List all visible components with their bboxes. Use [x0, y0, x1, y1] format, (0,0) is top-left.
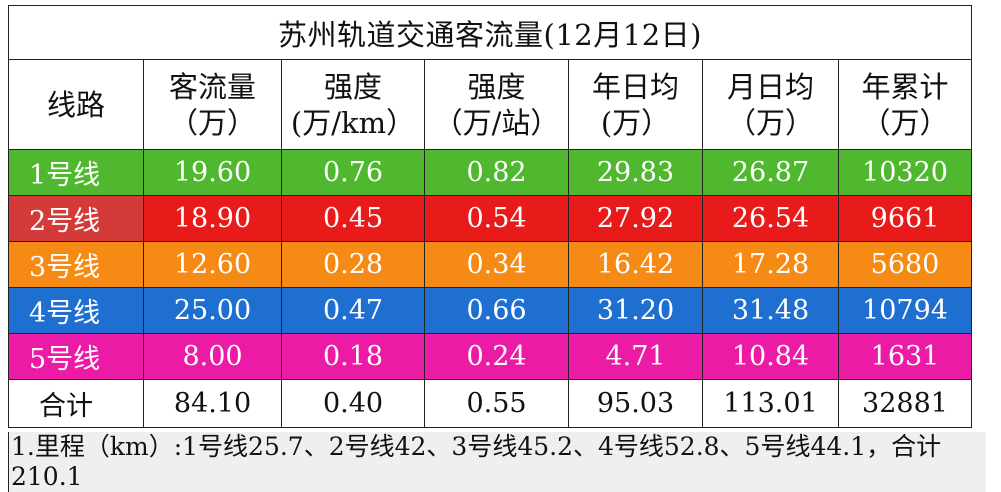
header-year-total: 年累计 （万） [837, 59, 973, 150]
cell-per-km: 0.28 [281, 241, 425, 288]
header-flow: 客流量 （万） [143, 59, 282, 150]
cell-total-flow: 84.10 [143, 379, 282, 428]
cell-per-station: 0.34 [424, 241, 569, 288]
table-row: 2号线 18.90 0.45 0.54 27.92 26.54 9661 [8, 195, 973, 242]
cell-flow: 25.00 [143, 287, 282, 334]
cell-per-station: 0.82 [424, 149, 569, 196]
cell-month-avg: 10.84 [702, 333, 839, 380]
cell-month-avg: 17.28 [702, 241, 839, 288]
title-row: 苏州轨道交通客流量(12月12日) [7, 5, 973, 60]
cell-line: 3号线 [8, 241, 144, 288]
cell-per-station: 0.66 [424, 287, 569, 334]
cell-year-total: 10794 [837, 287, 973, 334]
cell-total-label: 合计 [8, 379, 144, 428]
cell-per-km: 0.76 [281, 149, 425, 196]
header-per-km: 强度 (万/km） [281, 59, 425, 150]
cell-year-avg: 27.92 [568, 195, 703, 242]
cell-total-per-station: 0.55 [424, 379, 569, 428]
table-title: 苏州轨道交通客流量(12月12日) [7, 5, 973, 60]
cell-total-month-avg: 113.01 [702, 379, 839, 428]
cell-year-total: 9661 [837, 195, 973, 242]
cell-flow: 12.60 [143, 241, 282, 288]
cell-month-avg: 26.54 [702, 195, 839, 242]
table-row: 5号线 8.00 0.18 0.24 4.71 10.84 1631 [8, 333, 973, 380]
table-row: 3号线 12.60 0.28 0.34 16.42 17.28 5680 [8, 241, 973, 288]
header-line: 线路 [8, 59, 144, 150]
cell-month-avg: 31.48 [702, 287, 839, 334]
cell-flow: 18.90 [143, 195, 282, 242]
cell-per-km: 0.47 [281, 287, 425, 334]
cell-per-station: 0.24 [424, 333, 569, 380]
header-month-avg: 月日均 （万） [702, 59, 839, 150]
header-row: 线路 客流量 （万） 强度 (万/km） 强度 （万/站） 年日均 (万） 月日均 （万）… [8, 59, 973, 150]
cell-per-km: 0.18 [281, 333, 425, 380]
cell-flow: 19.60 [143, 149, 282, 196]
cell-year-avg: 29.83 [568, 149, 703, 196]
cell-month-avg: 26.87 [702, 149, 839, 196]
cell-year-total: 5680 [837, 241, 973, 288]
cell-year-total: 10320 [837, 149, 973, 196]
cell-line: 4号线 [8, 287, 144, 334]
cell-year-total: 1631 [837, 333, 973, 380]
cell-per-station: 0.54 [424, 195, 569, 242]
header-year-avg: 年日均 (万） [568, 59, 703, 150]
total-row: 合计 84.10 0.40 0.55 95.03 113.01 32881 [8, 379, 973, 428]
cell-line: 2号线 [8, 195, 144, 242]
mileage-note: 1.里程（km）:1号线25.7、2号线42、3号线45.2、4号线52.8、5… [8, 432, 986, 492]
ridership-table: 苏州轨道交通客流量(12月12日) 线路 客流量 （万） 强度 (万/km） 强度（… [7, 5, 973, 428]
cell-total-per-km: 0.40 [281, 379, 425, 428]
header-per-station: 强度 （万/站） [424, 59, 569, 150]
cell-year-avg: 16.42 [568, 241, 703, 288]
table-row: 1号线 19.60 0.76 0.82 29.83 26.87 10320 [8, 149, 973, 196]
cell-total-year-avg: 95.03 [568, 379, 703, 428]
cell-flow: 8.00 [143, 333, 282, 380]
cell-total-year-total: 32881 [837, 379, 973, 428]
cell-line: 1号线 [8, 149, 144, 196]
cell-year-avg: 31.20 [568, 287, 703, 334]
table-row: 4号线 25.00 0.47 0.66 31.20 31.48 10794 [8, 287, 973, 334]
cell-year-avg: 4.71 [568, 333, 703, 380]
cell-per-km: 0.45 [281, 195, 425, 242]
cell-line: 5号线 [8, 333, 144, 380]
